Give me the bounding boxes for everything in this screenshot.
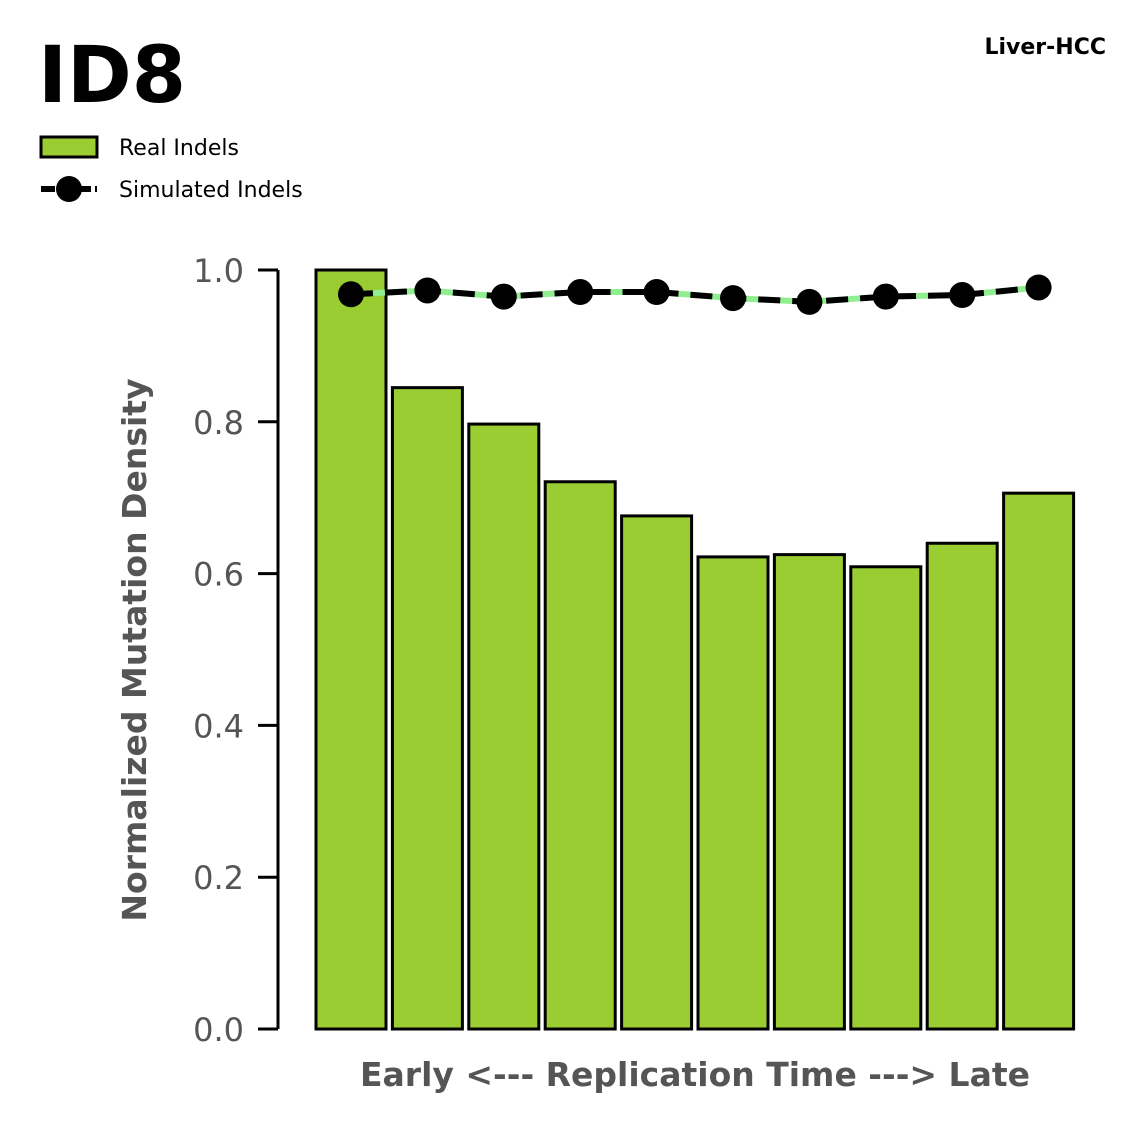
simulated-point bbox=[414, 277, 441, 304]
bar bbox=[772, 553, 846, 1031]
simulated-point bbox=[490, 283, 517, 310]
bar bbox=[314, 268, 388, 1031]
legend: Real Indels Simulated Indels bbox=[39, 135, 303, 203]
simulated-line bbox=[338, 274, 1052, 315]
y-tick-label: 1.0 bbox=[193, 252, 244, 290]
simulated-point bbox=[643, 279, 670, 306]
simulated-point bbox=[567, 279, 594, 306]
y-tick-label: 0.8 bbox=[193, 404, 244, 442]
y-tick-label: 0.4 bbox=[193, 707, 244, 745]
y-axis-ticks: 0.0 0.2 0.4 0.6 0.8 1.0 bbox=[193, 252, 278, 1049]
simulated-point bbox=[720, 285, 746, 312]
legend-label-simulated: Simulated Indels bbox=[119, 178, 303, 203]
bar bbox=[390, 386, 464, 1031]
x-axis-label: Early <--- Replication Time ---> Late bbox=[360, 1055, 1030, 1094]
legend-label-real: Real Indels bbox=[119, 136, 239, 161]
simulated-point bbox=[796, 288, 823, 315]
chart-title: ID8 bbox=[38, 31, 186, 121]
bar bbox=[1002, 491, 1076, 1031]
bar bbox=[620, 514, 694, 1031]
y-tick-label: 0.2 bbox=[193, 859, 244, 897]
simulated-point bbox=[872, 283, 899, 310]
legend-swatch-simulated bbox=[41, 176, 97, 202]
y-tick-label: 0.6 bbox=[193, 556, 244, 594]
bar bbox=[467, 422, 541, 1031]
y-tick-label: 0.0 bbox=[193, 1011, 244, 1049]
simulated-point bbox=[338, 281, 364, 308]
bar bbox=[696, 555, 770, 1031]
legend-swatch-real bbox=[39, 135, 99, 159]
simulated-point bbox=[1025, 274, 1052, 301]
bars bbox=[314, 268, 1076, 1031]
bar bbox=[925, 541, 999, 1031]
simulated-point bbox=[949, 282, 976, 309]
bar bbox=[849, 565, 923, 1031]
simulated-line-path bbox=[350, 284, 1039, 305]
y-axis-label: Normalized Mutation Density bbox=[115, 378, 154, 921]
chart-subtitle: Liver-HCC bbox=[984, 35, 1106, 60]
bar bbox=[543, 480, 617, 1031]
